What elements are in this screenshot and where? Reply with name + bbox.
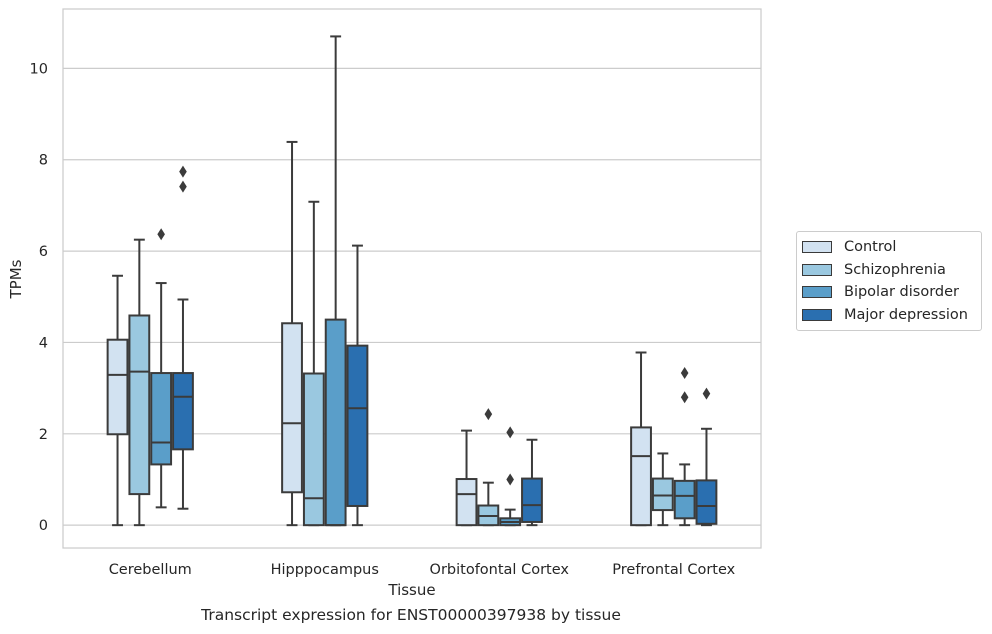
legend-swatch-bipolar-disorder — [802, 286, 832, 299]
y-axis-label: TPMs — [7, 259, 25, 299]
legend-item-control: Control — [797, 236, 981, 259]
legend-label-control: Control — [844, 239, 897, 256]
box-prefrontal-cortex-control — [630, 351, 652, 527]
outlier-orbitofontal-cortex-bipolar-disorder-0 — [506, 473, 514, 486]
legend-swatch-schizophrenia — [802, 263, 832, 276]
outlier-cerebellum-bipolar-disorder-0 — [157, 228, 165, 241]
outlier-prefrontal-cortex-major-depression-0 — [702, 387, 711, 400]
outlier-cerebellum-major-depression-1 — [179, 165, 187, 178]
iqr-cerebellum-schizophrenia — [128, 314, 151, 496]
legend-label-bipolar-disorder: Bipolar disorder — [844, 284, 959, 301]
outlier-prefrontal-cortex-bipolar-disorder-0 — [680, 391, 689, 404]
boxes — [106, 35, 718, 527]
legend-label-major-depression: Major depression — [844, 306, 968, 323]
box-orbitofontal-cortex-bipolar-disorder — [499, 426, 522, 527]
outlier-prefrontal-cortex-bipolar-disorder-1 — [680, 367, 689, 380]
outlier-orbitofontal-cortex-schizophrenia-0 — [484, 408, 493, 421]
iqr-prefrontal-cortex-control — [630, 426, 652, 527]
legend-item-major-depression: Major depression — [797, 304, 981, 327]
legend-swatch-control — [802, 241, 832, 254]
iqr-cerebellum-major-depression — [172, 372, 194, 451]
box-prefrontal-cortex-bipolar-disorder — [673, 367, 696, 527]
x-axis-label: Tissue — [387, 581, 435, 599]
iqr-orbitofontal-cortex-major-depression — [521, 477, 543, 523]
plot-frame — [62, 8, 762, 549]
box-cerebellum-bipolar-disorder — [150, 228, 173, 509]
x-tick-labels: Cerebellum Hipppocampus Orbitofontal Corte… — [109, 562, 736, 578]
x-tick-label-prefrontal-cortex: Prefrontal Cortex — [612, 562, 735, 578]
x-tick-label-orbitofontal-cortex: Orbitofontal Cortex — [430, 562, 570, 578]
iqr-hipppocampus-schizophrenia — [302, 372, 325, 527]
iqr-prefrontal-cortex-bipolar-disorder — [673, 479, 696, 520]
iqr-hipppocampus-major-depression — [346, 344, 369, 507]
legend: Control Schizophrenia Bipolar disorder M… — [796, 231, 982, 331]
box-orbitofontal-cortex-control — [455, 429, 478, 527]
iqr-cerebellum-bipolar-disorder — [150, 372, 173, 466]
box-cerebellum-control — [106, 274, 129, 527]
legend-item-schizophrenia: Schizophrenia — [797, 259, 981, 282]
iqr-orbitofontal-cortex-control — [455, 478, 478, 527]
chart-caption: Transcript expression for ENST0000039793… — [201, 606, 621, 624]
y-tick-label-0: 0 — [39, 518, 48, 534]
legend-item-bipolar-disorder: Bipolar disorder — [797, 281, 981, 304]
box-hipppocampus-schizophrenia — [302, 200, 325, 527]
iqr-prefrontal-cortex-schizophrenia — [651, 477, 674, 512]
x-tick-label-hipppocampus: Hipppocampus — [271, 562, 379, 578]
iqr-prefrontal-cortex-major-depression — [695, 479, 718, 525]
box-orbitofontal-cortex-schizophrenia — [477, 408, 500, 527]
outlier-orbitofontal-cortex-bipolar-disorder-1 — [506, 426, 514, 439]
legend-label-schizophrenia: Schizophrenia — [844, 261, 946, 278]
box-cerebellum-schizophrenia — [128, 238, 151, 527]
box-prefrontal-cortex-major-depression — [695, 387, 718, 527]
iqr-cerebellum-control — [106, 338, 129, 436]
iqr-hipppocampus-control — [281, 322, 303, 494]
box-prefrontal-cortex-schizophrenia — [651, 452, 674, 527]
box-hipppocampus-major-depression — [346, 244, 369, 527]
x-tick-label-cerebellum: Cerebellum — [109, 562, 192, 578]
y-tick-label-10: 10 — [30, 61, 48, 77]
y-tick-labels: 0 2 4 6 8 10 — [30, 61, 48, 534]
outlier-cerebellum-major-depression-0 — [179, 180, 187, 193]
box-cerebellum-major-depression — [172, 165, 194, 510]
box-orbitofontal-cortex-major-depression — [521, 438, 543, 527]
legend-swatch-major-depression — [802, 308, 832, 321]
y-tick-label-2: 2 — [39, 427, 48, 443]
y-tick-label-6: 6 — [39, 244, 48, 260]
box-hipppocampus-control — [281, 140, 303, 527]
y-tick-label-4: 4 — [39, 335, 48, 351]
y-tick-label-8: 8 — [39, 153, 48, 169]
box-hipppocampus-bipolar-disorder — [324, 35, 347, 527]
iqr-hipppocampus-bipolar-disorder — [324, 318, 347, 527]
